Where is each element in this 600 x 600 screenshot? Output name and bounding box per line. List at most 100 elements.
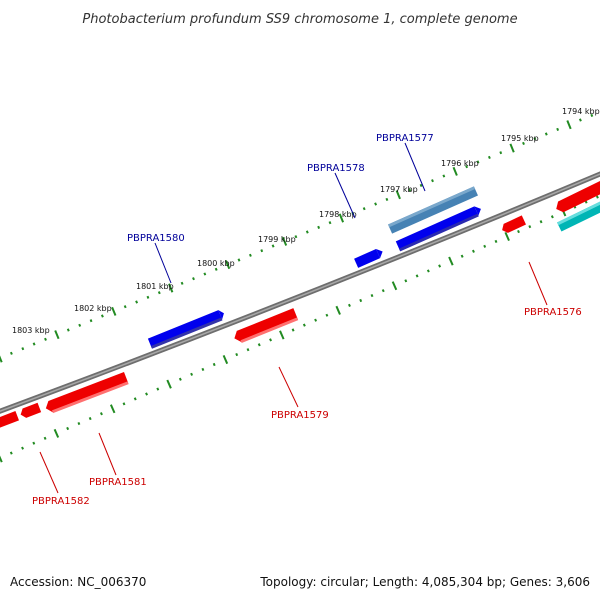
scale-tick bbox=[460, 254, 464, 258]
reverse-genes bbox=[0, 175, 600, 430]
gene-PBPRA1581-small[interactable] bbox=[19, 402, 42, 420]
scale-tick bbox=[166, 379, 172, 389]
scale-tick bbox=[222, 355, 229, 365]
scale-tick bbox=[157, 291, 161, 295]
scale-tick bbox=[381, 289, 385, 293]
gene-right-edge-red[interactable] bbox=[554, 175, 600, 215]
gene-PBPRA1582[interactable] bbox=[0, 411, 19, 430]
scale-tick bbox=[21, 347, 25, 351]
gene-PBPRA1580[interactable] bbox=[147, 309, 226, 349]
scale-tick bbox=[465, 165, 469, 169]
scale-tick bbox=[509, 143, 515, 153]
scale-tick bbox=[471, 249, 475, 253]
scale-tick bbox=[201, 367, 205, 371]
scale-tick bbox=[302, 323, 306, 327]
scale-tick bbox=[335, 305, 341, 315]
scale-tick bbox=[448, 256, 454, 266]
scale-tick bbox=[66, 426, 70, 431]
scale-tick bbox=[123, 305, 127, 309]
scale-tick bbox=[522, 141, 525, 145]
scale-tick bbox=[214, 267, 218, 271]
forward-genes bbox=[147, 186, 484, 349]
scale-tick bbox=[32, 441, 36, 445]
scale-tick bbox=[248, 253, 252, 257]
scale-tick bbox=[347, 303, 351, 308]
gene-PBPRA1581[interactable] bbox=[44, 371, 129, 415]
scale-tick bbox=[281, 236, 288, 246]
scale-tick bbox=[305, 230, 309, 234]
gene-label-PBPRA1577[interactable]: PBPRA1577 bbox=[376, 133, 434, 144]
scale-tick bbox=[452, 166, 458, 176]
gene-label-PBPRA1580[interactable]: PBPRA1580 bbox=[127, 233, 185, 244]
reverse-tick-track bbox=[0, 195, 599, 463]
scale-tick bbox=[43, 436, 47, 440]
scale-tick bbox=[539, 220, 543, 224]
gene-PBPRA1576[interactable] bbox=[500, 215, 526, 234]
scale-tick bbox=[66, 328, 70, 332]
scale-tick bbox=[528, 225, 532, 229]
gene-label-PBPRA1582[interactable]: PBPRA1582 bbox=[32, 496, 90, 507]
scale-tick bbox=[385, 197, 389, 201]
scale-tick bbox=[314, 318, 318, 322]
gene-PBPRA1578[interactable] bbox=[354, 247, 385, 268]
scale-tick bbox=[442, 174, 446, 178]
scale-tick bbox=[408, 188, 412, 192]
gene-label-PBPRA1579[interactable]: PBPRA1579 bbox=[271, 410, 329, 421]
scale-tick bbox=[566, 120, 572, 130]
scale-tick bbox=[135, 300, 139, 304]
kbp-label-1801: 1801 kbp bbox=[136, 282, 174, 291]
scale-tick bbox=[0, 355, 3, 363]
gene-label-PBPRA1576[interactable]: PBPRA1576 bbox=[524, 307, 582, 318]
scale-tick bbox=[145, 392, 149, 396]
kbp-label-1797: 1797 kbp bbox=[380, 185, 418, 194]
scale-tick bbox=[595, 195, 599, 199]
scale-tick bbox=[32, 342, 36, 346]
scale-tick bbox=[404, 279, 408, 283]
scale-tick bbox=[54, 330, 60, 340]
scale-tick bbox=[359, 298, 363, 303]
scale-tick bbox=[260, 249, 264, 253]
scale-tick bbox=[180, 281, 184, 285]
scale-tick bbox=[88, 417, 92, 421]
scale-tick bbox=[89, 319, 93, 323]
genome-summary-text: Topology: circular; Length: 4,085,304 bp… bbox=[259, 575, 590, 589]
scale-tick bbox=[192, 277, 195, 281]
scale-tick bbox=[212, 362, 216, 367]
scale-tick bbox=[504, 231, 510, 242]
kbp-label-1796: 1796 kbp bbox=[441, 159, 479, 168]
scale-tick bbox=[362, 207, 366, 211]
gene-PBPRA1577[interactable] bbox=[395, 204, 484, 252]
gene-label-PBPRA1581[interactable]: PBPRA1581 bbox=[89, 477, 147, 488]
scale-tick bbox=[9, 451, 13, 455]
scale-tick bbox=[544, 132, 548, 136]
scale-tick bbox=[257, 343, 261, 347]
map-title: Photobacterium profundum SS9 chromosome … bbox=[82, 12, 517, 27]
gene-PBPRA1579[interactable] bbox=[232, 308, 299, 345]
scale-tick bbox=[78, 323, 82, 327]
accession-text: Accession: NC_006370 bbox=[10, 575, 146, 589]
scale-tick bbox=[146, 295, 150, 299]
scale-tick bbox=[99, 412, 103, 416]
scale-tick bbox=[279, 330, 285, 340]
scale-tick bbox=[291, 328, 295, 332]
scale-tick bbox=[533, 137, 537, 141]
scale-tick bbox=[550, 215, 554, 219]
forward-tick-track bbox=[0, 113, 594, 363]
scale-tick bbox=[178, 377, 182, 381]
scale-tick bbox=[294, 235, 298, 239]
scale-tick bbox=[44, 337, 47, 341]
scale-tick bbox=[0, 455, 3, 463]
gene-label-PBPRA1578[interactable]: PBPRA1578 bbox=[307, 163, 365, 174]
scale-tick bbox=[499, 151, 503, 155]
scale-tick bbox=[426, 269, 430, 273]
scale-tick bbox=[190, 372, 194, 376]
scale-tick bbox=[370, 294, 374, 298]
scale-tick bbox=[483, 244, 487, 248]
kbp-label-1802: 1802 kbp bbox=[74, 304, 112, 313]
kbp-label-1794: 1794 kbp bbox=[562, 107, 600, 116]
scale-tick bbox=[487, 155, 491, 159]
gene-right-edge-rna[interactable] bbox=[557, 194, 600, 232]
scale-tick bbox=[224, 260, 231, 270]
scale-tick bbox=[111, 306, 117, 316]
